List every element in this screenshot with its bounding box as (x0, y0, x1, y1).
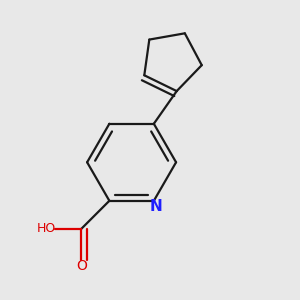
Text: O: O (76, 260, 87, 273)
Text: HO: HO (37, 222, 56, 235)
Text: N: N (150, 199, 163, 214)
